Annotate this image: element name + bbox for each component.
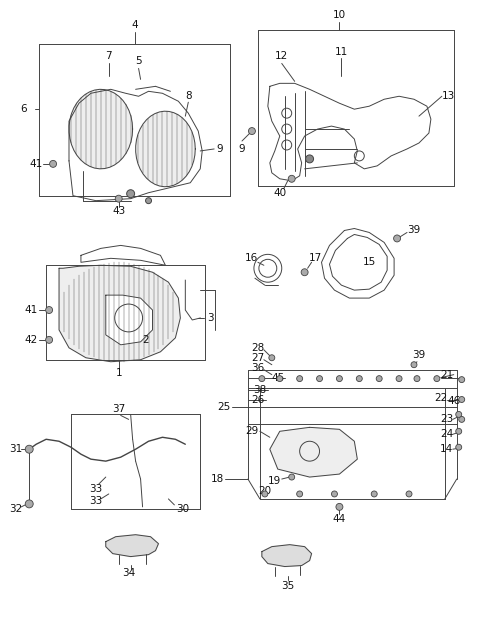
Circle shape [406,491,412,497]
Text: 33: 33 [89,484,102,494]
Text: 12: 12 [275,51,288,62]
Text: 26: 26 [251,394,264,404]
Text: 40: 40 [273,188,287,198]
Text: 2: 2 [142,335,149,345]
Text: 24: 24 [440,430,454,440]
Circle shape [336,504,343,511]
Text: 20: 20 [258,486,271,496]
Circle shape [127,190,134,198]
Text: 4: 4 [132,19,138,30]
Text: 3: 3 [207,313,214,323]
Text: 38: 38 [253,384,266,394]
Text: 10: 10 [333,10,346,19]
Text: 34: 34 [122,568,135,578]
Circle shape [25,500,33,508]
Circle shape [459,396,465,403]
Text: 23: 23 [440,414,454,425]
Polygon shape [136,111,195,187]
Circle shape [456,411,462,418]
Text: 30: 30 [176,504,189,514]
Circle shape [259,376,265,382]
Circle shape [336,376,342,382]
Text: 16: 16 [245,253,259,263]
Text: 21: 21 [440,370,454,380]
Text: 9: 9 [217,144,223,154]
Polygon shape [270,427,357,477]
Text: 46: 46 [447,396,460,406]
Circle shape [288,175,295,182]
Text: 14: 14 [440,444,454,454]
Text: 9: 9 [239,144,245,154]
Text: 32: 32 [9,504,22,514]
Circle shape [297,491,302,497]
Circle shape [414,376,420,382]
Circle shape [269,355,275,360]
Circle shape [332,491,337,497]
Text: 1: 1 [115,367,122,377]
Circle shape [297,376,302,382]
Text: 44: 44 [333,514,346,524]
Text: 29: 29 [245,426,259,436]
Text: 17: 17 [309,253,322,263]
Circle shape [456,428,462,435]
Polygon shape [69,89,132,169]
Circle shape [396,376,402,382]
Text: 33: 33 [89,496,102,506]
Circle shape [262,491,268,497]
Text: 41: 41 [30,159,43,169]
Circle shape [459,416,465,423]
Circle shape [115,195,122,202]
Text: 5: 5 [135,57,142,67]
Circle shape [316,376,323,382]
Text: 42: 42 [24,335,38,345]
Circle shape [356,376,362,382]
Polygon shape [106,295,153,345]
Circle shape [301,269,308,276]
Text: 25: 25 [217,403,231,413]
Circle shape [434,376,440,382]
Text: 39: 39 [412,350,426,360]
Polygon shape [106,534,158,556]
Text: 7: 7 [106,51,112,62]
Circle shape [277,376,283,382]
Circle shape [411,362,417,367]
Text: 8: 8 [185,91,192,101]
Circle shape [371,491,377,497]
Text: 11: 11 [335,46,348,57]
Text: 39: 39 [408,225,420,236]
Circle shape [288,474,295,480]
Circle shape [46,337,53,344]
Text: 45: 45 [271,372,285,382]
Text: 18: 18 [211,474,224,484]
Text: 13: 13 [442,91,456,101]
Circle shape [456,444,462,450]
Circle shape [376,376,382,382]
Text: 22: 22 [434,392,447,403]
Text: 41: 41 [24,305,38,315]
Circle shape [25,445,33,453]
Circle shape [49,160,57,167]
Polygon shape [59,265,180,362]
Text: 35: 35 [281,582,294,592]
Text: 43: 43 [112,205,125,215]
Text: 37: 37 [112,404,125,414]
Text: 19: 19 [268,476,281,486]
Circle shape [306,155,313,163]
Circle shape [459,377,465,382]
Text: 6: 6 [20,104,26,114]
Circle shape [394,235,401,242]
Circle shape [249,127,255,134]
Circle shape [145,198,152,203]
Text: 36: 36 [251,363,264,372]
Text: 31: 31 [9,444,22,454]
Text: 15: 15 [362,257,376,268]
Text: 27: 27 [251,353,264,363]
Circle shape [46,306,53,313]
Text: 28: 28 [251,343,264,353]
Polygon shape [262,544,312,566]
